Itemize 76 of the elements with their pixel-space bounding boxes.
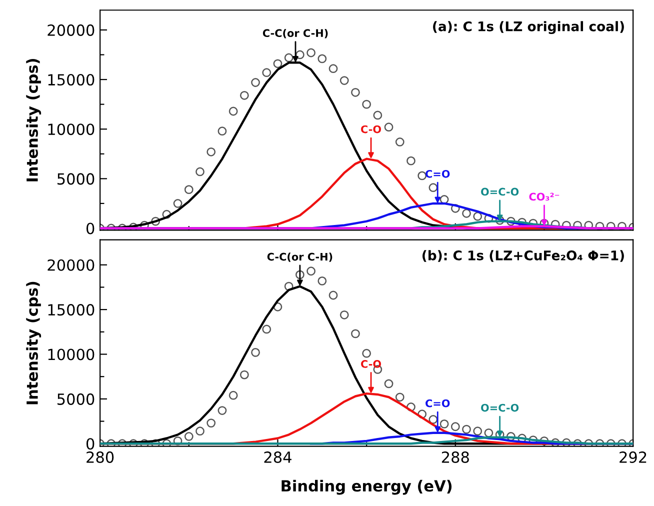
point (428, 183, 438, 192)
point (228, 106, 238, 116)
point (340, 76, 349, 85)
point (440, 420, 449, 428)
point (406, 156, 416, 166)
y-tick-label: 10000 (48, 124, 94, 136)
point (218, 126, 227, 136)
point (240, 370, 249, 380)
point (306, 266, 316, 276)
y-tick-label: 5000 (58, 173, 94, 185)
point (318, 54, 327, 64)
point (362, 348, 372, 358)
point (440, 195, 449, 204)
point (196, 426, 204, 436)
point (462, 424, 471, 434)
y-tick-label: 15000 (48, 304, 94, 316)
point (328, 64, 338, 74)
point (196, 167, 204, 176)
point (462, 208, 471, 218)
point (450, 422, 460, 432)
point (473, 212, 482, 221)
y-tick-label: 10000 (48, 348, 94, 360)
y-tick-label: 20000 (48, 259, 94, 271)
point (395, 392, 404, 402)
y-tick-label: 0 (86, 438, 94, 450)
annotation: O=C-O (481, 188, 519, 196)
point (484, 428, 494, 438)
point (218, 406, 227, 415)
text: (a): C 1s (LZ original coal) (433, 21, 624, 34)
point (428, 415, 438, 424)
x-tick-label: 280 (86, 451, 114, 463)
annotation: CO₃²⁻ (529, 192, 560, 201)
y-tick-label: 0 (86, 222, 94, 234)
x-tick-label: 292 (620, 451, 646, 463)
annotation: C=O (426, 170, 450, 178)
point (240, 90, 249, 100)
point (251, 78, 260, 87)
point (318, 276, 327, 286)
point (362, 100, 372, 109)
annotation: C-O (361, 125, 382, 134)
x-tick-label: 284 (264, 451, 292, 463)
y-axis-title: Intensity (cps) (26, 282, 42, 404)
annotation: C=O (426, 399, 450, 408)
point (306, 48, 316, 58)
point (262, 68, 272, 78)
point (262, 324, 272, 334)
point (351, 329, 360, 338)
point (251, 348, 260, 357)
point (384, 122, 394, 132)
x-axis-title: Binding energy (eV) (282, 480, 452, 495)
y-tick-label: 15000 (48, 74, 94, 86)
point (184, 185, 194, 194)
point (206, 418, 216, 428)
point (473, 426, 482, 436)
point (228, 390, 238, 400)
annotation: C-O (361, 360, 382, 368)
point (373, 110, 382, 120)
annotation: C-C(or C-H) (262, 28, 328, 38)
annotation: O=C-O (481, 404, 519, 412)
point (295, 50, 304, 60)
x-tick-label: 288 (442, 451, 469, 463)
point (206, 147, 216, 156)
point (384, 379, 394, 388)
point (328, 290, 338, 300)
annotation: C-C(or C-H) (267, 252, 332, 262)
point (351, 88, 360, 97)
point (173, 199, 182, 208)
point (395, 138, 404, 146)
y-axis-title: Intensity (cps) (26, 58, 42, 182)
point (184, 432, 194, 441)
y-tick-label: 5000 (58, 393, 94, 405)
text: (b): C 1s (LZ+CuFe₂O₄ Φ=1) (422, 250, 624, 262)
point (284, 53, 294, 62)
point (273, 59, 282, 68)
point (340, 310, 349, 320)
y-tick-label: 20000 (48, 24, 94, 36)
